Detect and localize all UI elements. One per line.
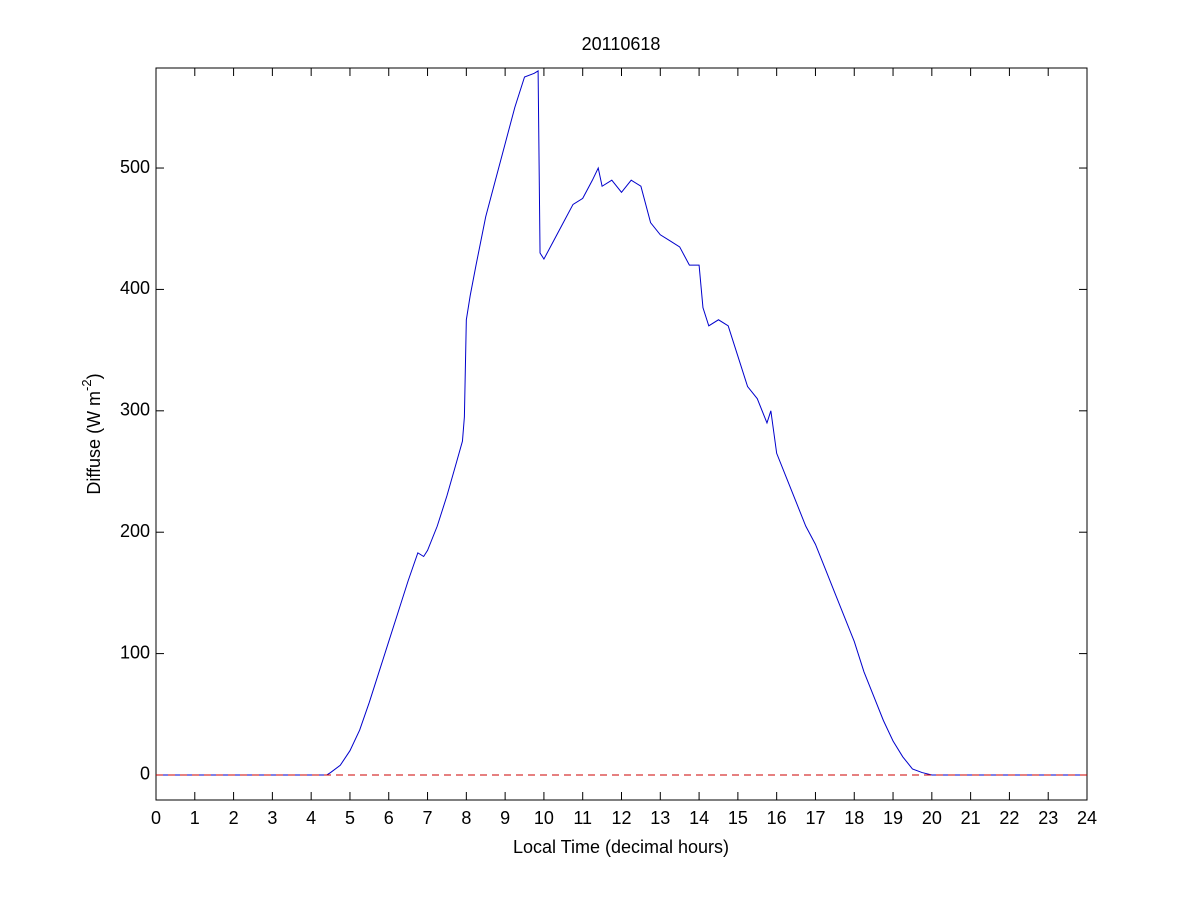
x-tick-label: 7 — [423, 808, 433, 828]
y-tick-label: 100 — [120, 642, 150, 662]
x-tick-label: 1 — [190, 808, 200, 828]
x-tick-label: 4 — [306, 808, 316, 828]
x-tick-label: 10 — [534, 808, 554, 828]
x-tick-label: 21 — [961, 808, 981, 828]
series-line — [156, 70, 1087, 776]
x-tick-label: 5 — [345, 808, 355, 828]
y-axis-label: Diffuse (W m-2) — [79, 373, 103, 494]
y-tick-label: 300 — [120, 400, 150, 420]
x-tick-label: 6 — [384, 808, 394, 828]
y-axis-label-text: Diffuse (W m — [84, 391, 104, 495]
x-tick-label: 16 — [767, 808, 787, 828]
x-tick-label: 14 — [689, 808, 709, 828]
x-tick-label: 13 — [650, 808, 670, 828]
x-tick-label: 9 — [500, 808, 510, 828]
x-tick-label: 2 — [229, 808, 239, 828]
chart-title: 20110618 — [582, 34, 661, 54]
y-tick-label: 400 — [120, 278, 150, 298]
x-tick-label: 11 — [573, 808, 592, 828]
x-tick-label: 23 — [1038, 808, 1058, 828]
x-axis-label: Local Time (decimal hours) — [513, 837, 729, 857]
x-tick-label: 8 — [461, 808, 471, 828]
y-tick-label: 200 — [120, 521, 150, 541]
x-tick-label: 24 — [1077, 808, 1097, 828]
x-tick-label: 20 — [922, 808, 942, 828]
x-tick-label: 22 — [999, 808, 1019, 828]
y-axis-label-sup: -2 — [79, 379, 94, 391]
x-tick-label: 18 — [844, 808, 864, 828]
x-tick-label: 15 — [728, 808, 748, 828]
x-tick-label: 17 — [805, 808, 825, 828]
plot-area — [155, 67, 1088, 801]
x-tick-label: 3 — [267, 808, 277, 828]
y-axis-label-tail: ) — [84, 373, 104, 379]
x-tick-label: 0 — [151, 808, 161, 828]
x-tick-label: 19 — [883, 808, 903, 828]
y-tick-label: 500 — [120, 157, 150, 177]
y-tick-label: 0 — [140, 764, 150, 784]
x-tick-label: 12 — [611, 808, 631, 828]
